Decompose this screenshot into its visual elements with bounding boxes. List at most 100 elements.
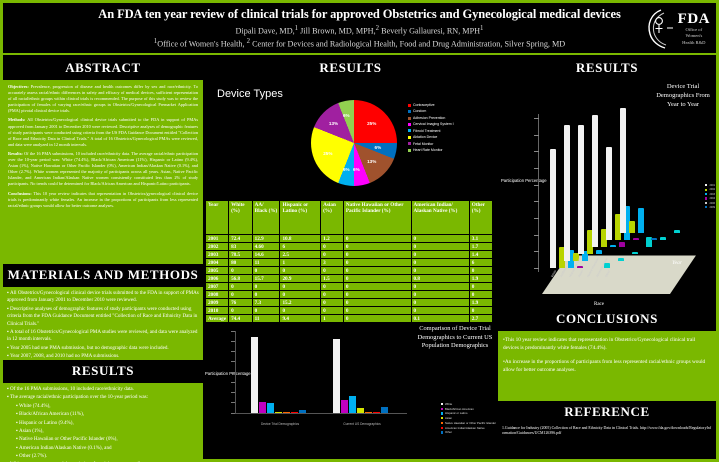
- abstract-objectives: Objectives: Prevalence, progression of d…: [8, 84, 198, 114]
- bar-3d: [646, 237, 652, 247]
- table-cell: 0: [251, 266, 281, 275]
- abstract-objectives-label: Objectives:: [8, 84, 29, 89]
- bar-3d: [596, 249, 602, 254]
- bar-3d: [619, 242, 625, 247]
- pie-legend-item: Cervical Imaging System I: [408, 121, 454, 127]
- table-cell: 10.8: [279, 234, 322, 243]
- table-column-header: Year: [204, 200, 230, 235]
- abstract-methods: Methods: All Obstetrics/Gynecological cl…: [8, 117, 198, 147]
- legend-swatch-icon: [408, 110, 411, 114]
- y-axis-tick: [534, 151, 539, 152]
- y-axis-tick: [231, 351, 235, 352]
- table-cell: 0: [320, 290, 344, 299]
- bar: [299, 410, 306, 413]
- table-cell: 0: [468, 282, 494, 291]
- bar-legend-item: American Indian/Alaskan Native: [440, 426, 496, 431]
- table-cell: 74.4: [228, 314, 253, 323]
- table-cell: 4.60: [251, 242, 281, 251]
- table-cell: 2008: [204, 290, 230, 299]
- table-cell: 1.9: [468, 274, 494, 283]
- legend-swatch-icon: [705, 193, 708, 196]
- chart3d-legend-item: 2004: [705, 197, 715, 201]
- right-column: RESULTS Device Trial Demographics From Y…: [498, 57, 716, 439]
- results-left-heading: RESULTS: [71, 363, 135, 378]
- legend-swatch-icon: [408, 129, 411, 133]
- demographics-table: Year White (%) AA/ Black (%) Hispanic or La…: [204, 200, 494, 323]
- table-column-header: Hispanic or Latino (%): [279, 200, 322, 235]
- bar-3d: [610, 245, 616, 247]
- bar-3d: [660, 236, 666, 240]
- table-cell: 2002: [204, 242, 230, 251]
- table-row: 2008 0 0 0 0 0 0 0: [204, 290, 494, 299]
- list-item: Black/African American (11%),: [16, 411, 199, 418]
- poster-header: An FDA ten year review of clinical trial…: [3, 3, 716, 55]
- table-cell: 0: [279, 290, 322, 299]
- legend-swatch-icon: [408, 148, 411, 152]
- table-cell: 0: [342, 242, 412, 251]
- legend-swatch-icon: [440, 402, 443, 406]
- table-cell: 1.7: [468, 242, 494, 251]
- legend-swatch-icon: [705, 184, 708, 187]
- legend-swatch-icon: [408, 135, 411, 139]
- bar-group-label: Current US Demographics: [343, 422, 381, 426]
- conclusion-bullet: •An increase in the proportions of parti…: [503, 358, 706, 373]
- table-cell: 2.7: [468, 314, 494, 323]
- table-cell: 11: [251, 258, 281, 267]
- table-cell: 12.9: [251, 234, 281, 243]
- pie-legend-item: Ablation Device: [408, 134, 454, 140]
- table-cell: 0: [342, 298, 412, 307]
- table-cell: 0: [320, 242, 344, 251]
- table-cell: 72.4: [228, 234, 253, 243]
- bar-3d: [624, 205, 630, 240]
- table-cell: 1.5: [320, 274, 344, 283]
- chart3d-race-axis-label: Race: [594, 302, 604, 307]
- pie-legend-item: Fibroid Treatment: [408, 128, 454, 134]
- pie-legend-item: Condom: [408, 108, 454, 114]
- materials-heading: MATERIALS AND METHODS: [7, 267, 199, 282]
- table-cell: 15.7: [251, 274, 281, 283]
- table-cell: 0: [342, 290, 412, 299]
- table-cell: 0: [279, 306, 322, 315]
- table-cell: 80: [228, 258, 253, 267]
- bar-3d: [638, 208, 644, 233]
- y-axis-tick: [534, 201, 539, 202]
- table-row: 2009 76 7.3 15.2 0 0 0 1.9: [204, 298, 494, 307]
- results-right-heading: RESULTS: [575, 60, 639, 75]
- table-cell: 0.8: [410, 274, 470, 283]
- bar-3d: [578, 124, 584, 254]
- table-row: 2005 0 0 0 0 0 0 0: [204, 266, 494, 275]
- bar: [373, 411, 380, 413]
- bar: [365, 411, 372, 413]
- legend-swatch-icon: [440, 426, 443, 429]
- pie-slice-label: 13%: [367, 159, 377, 165]
- table-cell: 76: [228, 298, 253, 307]
- y-axis-tick: [231, 412, 235, 413]
- table-cell: 0: [410, 282, 470, 291]
- bar: [259, 401, 266, 413]
- table-cell: 0: [228, 282, 253, 291]
- legend-swatch-icon: [408, 103, 411, 107]
- bar-3d: [573, 253, 579, 261]
- table-cell: 9.4: [279, 314, 322, 323]
- abstract-objectives-text: Prevalence, progression of disease and h…: [8, 84, 198, 114]
- list-item: Hispanic or Latino (9.4%),: [16, 420, 199, 427]
- bar-3d: [601, 228, 607, 247]
- table-row: 2004 80 11 1 3 0 0 6: [204, 258, 494, 267]
- chart3d-caption: Device Trial Demographics From Year to Y…: [656, 83, 710, 109]
- comparison-x-axis: [235, 412, 407, 413]
- table-cell: 0: [410, 258, 470, 267]
- abstract-methods-label: Methods:: [8, 117, 26, 123]
- table-column-header: AA/ Black (%): [251, 200, 281, 235]
- table-row: 2010 0 0 0 0 0 0 0: [204, 306, 494, 315]
- list-item: American Indian/Alaskan Native (0.1%), a…: [16, 445, 199, 452]
- pie-legend: Contraceptive Condom Adhesion Prevention Ce…: [408, 102, 454, 154]
- bar-legend-item: Hispanic or Latino: [440, 411, 496, 416]
- chart3d-legend-item: 2006: [705, 202, 715, 206]
- pie-disc: [311, 100, 397, 186]
- list-item: Asian (1%),: [16, 428, 199, 435]
- left-column: ABSTRACT Objectives: Prevalence, progres…: [3, 57, 203, 462]
- legend-swatch-icon: [440, 431, 443, 434]
- y-axis-tick: [231, 381, 235, 383]
- bar-3d: [559, 246, 565, 268]
